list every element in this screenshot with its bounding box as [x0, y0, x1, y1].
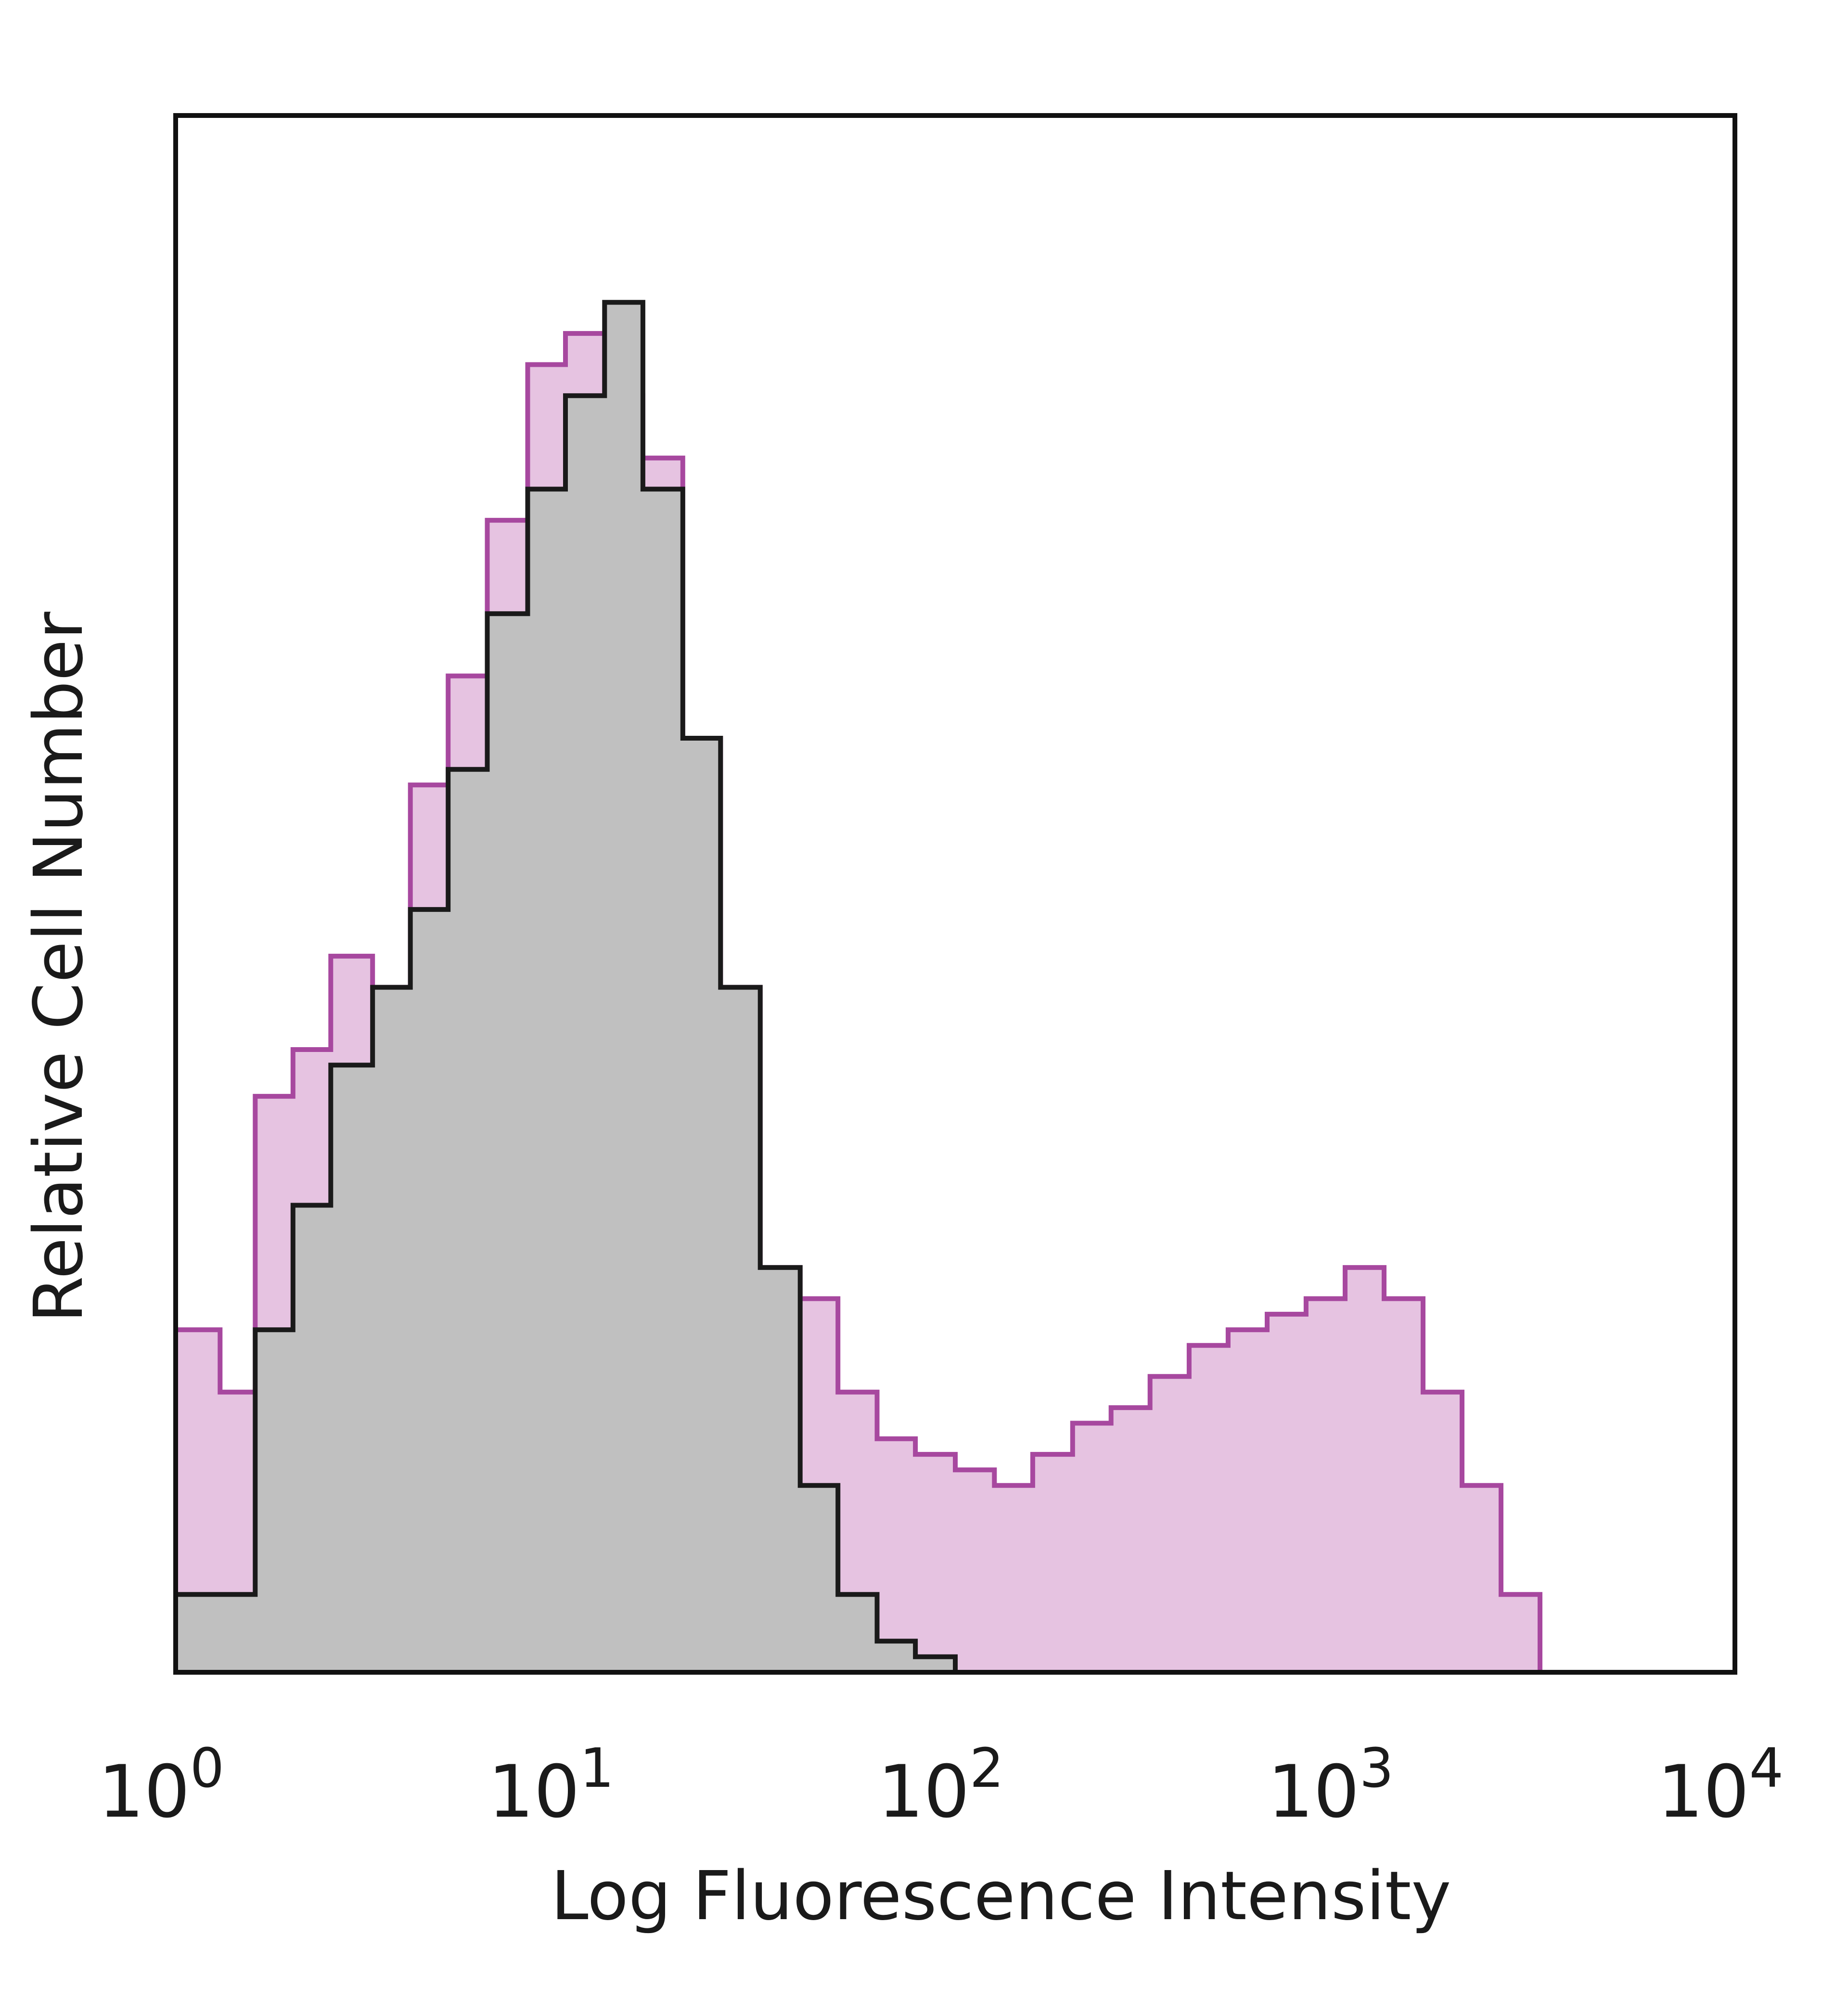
- x-tick-labels: 100 101 102 103 104: [98, 1737, 1784, 1834]
- x-tick-label: 100: [98, 1737, 224, 1834]
- x-tick-label: 104: [1657, 1737, 1784, 1834]
- x-tick-label: 102: [878, 1737, 1004, 1834]
- y-axis-title: Relative Cell Number: [20, 612, 98, 1323]
- x-tick-label: 101: [488, 1737, 614, 1834]
- x-tick-label: 103: [1268, 1737, 1394, 1834]
- histogram-series-1: [173, 300, 1735, 1675]
- plot-area: [173, 113, 1737, 1675]
- x-axis-title: Log Fluorescence Intensity: [551, 1857, 1451, 1936]
- plot-frame: [173, 113, 1737, 1675]
- histogram-area-1: [173, 300, 1735, 1675]
